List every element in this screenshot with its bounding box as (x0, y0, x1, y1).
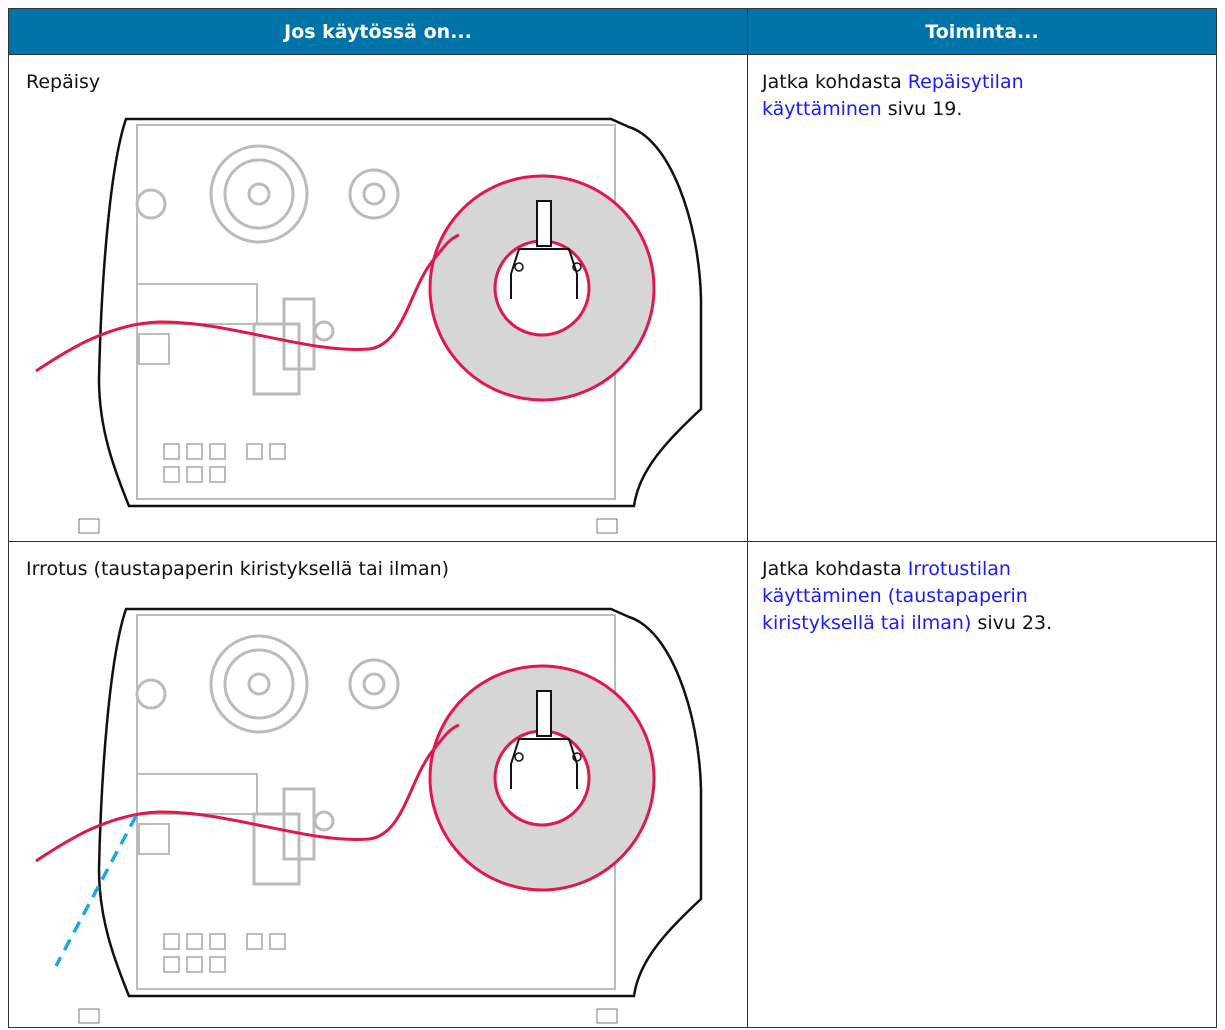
printer-illustration (34, 117, 703, 535)
column-divider (747, 9, 748, 1027)
table: Jos käytössä on... Toiminta... Repäisy J… (8, 8, 1217, 1028)
mode-cell: Irrotus (taustapaperin kiristyksellä tai… (9, 541, 747, 1028)
mode-text: Irrotus (taustapaperin kiristyksellä tai… (26, 558, 450, 580)
header-cell: Jos käytössä on... (9, 9, 747, 54)
action-cell: Jatka kohdasta Irrotustilan käyttäminen … (748, 541, 1216, 1028)
printer-illustration (34, 607, 703, 1025)
action-cell: Jatka kohdasta Repäisytilan käyttäminen … (748, 54, 1216, 541)
action-text: Jatka kohdasta Irrotustilan käyttäminen … (762, 556, 1122, 637)
action-link[interactable]: Irrotustilan käyttäminen (taustapaperin … (762, 558, 1028, 634)
action-suffix: sivu 23. (971, 612, 1053, 634)
mode-cell: Repäisy (9, 54, 747, 541)
mode-text: Repäisy (26, 71, 101, 93)
liner-path (54, 815, 138, 967)
action-text: Jatka kohdasta Repäisytilan käyttäminen … (762, 69, 1122, 123)
action-link[interactable]: Repäisytilan käyttäminen (762, 71, 1024, 120)
action-prefix: Jatka kohdasta (762, 558, 908, 580)
header-cell: Toiminta... (748, 9, 1216, 54)
action-prefix: Jatka kohdasta (762, 71, 908, 93)
action-suffix: sivu 19. (881, 98, 963, 120)
